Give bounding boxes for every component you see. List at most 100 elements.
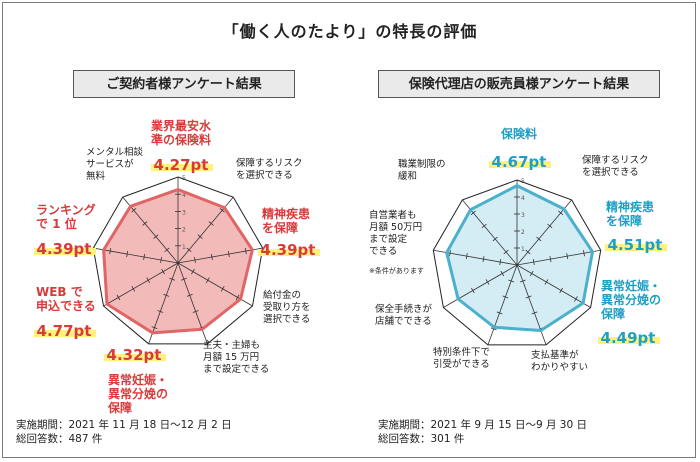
right-scale-label: 4: [521, 195, 525, 202]
right-spoke: [516, 264, 591, 308]
right-spoke: [443, 264, 518, 308]
right-axis-label: 異常妊娠・異常分娩の保障: [600, 278, 661, 321]
right-tick: [525, 249, 531, 255]
left-tick: [143, 254, 146, 261]
left-score-value: 4.77pt: [37, 322, 92, 340]
right-tick: [485, 279, 490, 285]
left-axis-label: メンタル相談サービスが無料: [86, 146, 144, 182]
right-spoke: [516, 199, 572, 266]
left-tick: [163, 293, 170, 297]
left-score-value: 4.27pt: [154, 156, 209, 174]
left-scale-label: 2: [182, 227, 186, 234]
right-data-area: [446, 185, 593, 331]
left-tick: [151, 326, 158, 330]
left-tick: [180, 277, 187, 281]
left-tick: [160, 256, 162, 264]
left-tick: [126, 251, 129, 258]
left-tick: [227, 251, 230, 258]
right-axis-label: 保全手続きが店舗でできる: [375, 303, 433, 327]
left-chart-title: ご契約者様アンケート結果: [73, 70, 295, 98]
left-score-highlight: [104, 354, 166, 361]
right-tick: [531, 311, 538, 315]
left-scale-label: 4: [182, 192, 186, 199]
right-scale-label: 2: [521, 229, 525, 236]
right-tick: [559, 287, 564, 294]
left-spoke: [177, 247, 263, 264]
left-score-highlight: [34, 330, 96, 337]
left-axis-label: 給付金の受取り方を選択できる: [263, 289, 311, 325]
left-tick: [235, 294, 240, 301]
left-axis-label: WEB で申込できる: [36, 285, 96, 313]
left-tick: [153, 234, 159, 239]
left-spoke: [103, 262, 179, 307]
left-spoke: [148, 262, 179, 344]
right-responses: 総回答数：301 件: [378, 433, 465, 445]
right-scale-label: 3: [521, 212, 525, 219]
right-spoke: [516, 249, 601, 266]
left-tick: [164, 247, 170, 253]
right-score-value: 4.67pt: [492, 153, 547, 171]
left-scale-label: 5: [182, 175, 186, 182]
right-tick: [496, 311, 503, 315]
left-tick: [169, 277, 176, 281]
left-tick: [131, 208, 137, 213]
right-tick: [519, 279, 526, 283]
right-tick: [532, 259, 535, 266]
right-tick: [500, 270, 505, 277]
left-score-value: 4.39pt: [37, 240, 92, 258]
right-tick: [499, 259, 502, 266]
left-tick: [208, 221, 214, 226]
left-data-line: [102, 188, 254, 335]
right-axis-label: 保険料: [500, 126, 537, 141]
right-axis-label: 支払基準がわかりやすい: [531, 349, 588, 373]
right-tick: [470, 210, 476, 216]
right-tick: [508, 279, 515, 283]
left-footer: 実施期間：2021 年 11 月 18 日～12 月 2 日 総回答数：487 …: [16, 418, 232, 446]
right-chart-title: 保険代理店の販売員様アンケート結果: [378, 70, 660, 98]
right-period: 実施期間：2021 年 9 月 15 日～9 月 30 日: [378, 419, 588, 431]
left-scale-label: 1: [182, 244, 186, 251]
right-tick: [481, 223, 487, 229]
right-scale-label: 5: [521, 178, 525, 185]
right-data-line: [445, 184, 595, 332]
right-score-highlight: [598, 337, 660, 344]
right-note: ※条件があります: [369, 266, 424, 275]
left-tick: [142, 221, 148, 226]
left-tick: [157, 310, 164, 313]
right-tick: [544, 279, 549, 285]
left-tick: [219, 208, 225, 213]
left-score-value: 4.32pt: [107, 346, 162, 364]
left-tick: [116, 294, 121, 301]
left-score-highlight: [258, 249, 320, 256]
left-tick: [131, 286, 136, 292]
right-tick: [566, 253, 569, 260]
left-tick: [161, 268, 165, 275]
left-score-highlight: [151, 164, 213, 171]
right-tick: [529, 270, 534, 277]
left-tick: [186, 247, 192, 253]
right-tick: [492, 236, 498, 242]
right-axis-label: 保障するリスクを選択できる: [582, 154, 649, 178]
page-title: 「働く人のたより」の特長の評価: [222, 22, 478, 41]
left-score-value: 4.39pt: [261, 241, 316, 259]
left-axis-label: 業界最安水準の保険料: [150, 118, 212, 147]
right-score-value: 4.49pt: [601, 329, 656, 347]
left-axis-label: 異常妊娠・異常分娩の保障: [107, 372, 168, 415]
left-axis-label: 精神疾患を保障: [262, 206, 310, 235]
left-tick: [146, 277, 151, 283]
right-tick: [470, 287, 475, 294]
right-tick: [525, 295, 532, 299]
right-tick: [503, 249, 509, 255]
left-spoke: [122, 196, 179, 264]
left-responses: 総回答数：487 件: [16, 433, 103, 445]
left-axis-label: 主夫・主婦も月額 15 万円まで設定できる: [203, 339, 269, 375]
right-tick: [547, 223, 553, 229]
right-axis-label: 職業制限の緩和: [398, 158, 446, 182]
left-tick: [109, 248, 112, 255]
right-score-highlight: [489, 161, 551, 168]
right-score-highlight: [605, 244, 667, 251]
left-tick: [194, 256, 196, 264]
left-tick: [210, 254, 213, 261]
left-tick: [205, 277, 210, 283]
